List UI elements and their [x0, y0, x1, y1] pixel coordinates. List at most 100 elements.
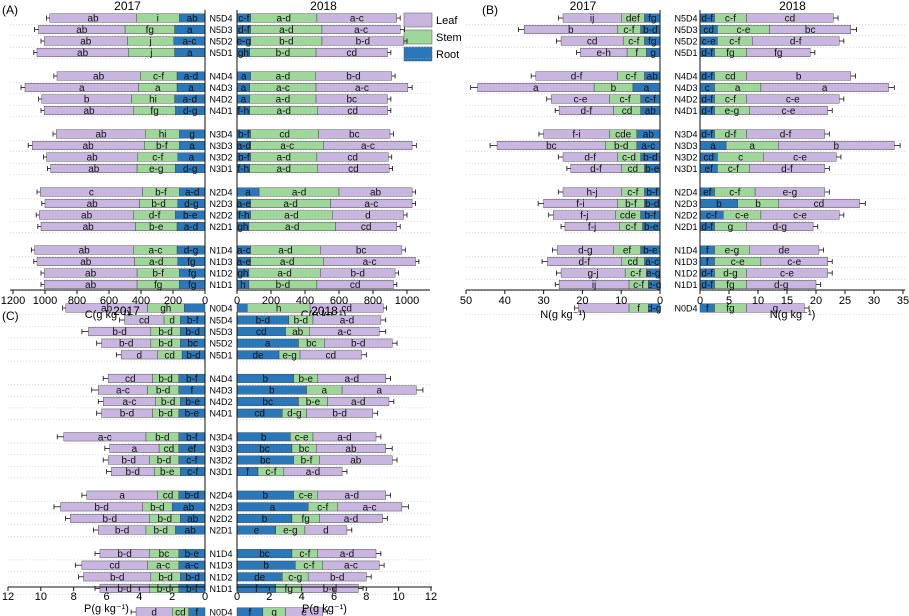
p1-sig-label-right-stem-n5d1: b-d: [276, 48, 290, 59]
p1-treatment-label-n4d1: N4D1: [209, 106, 232, 116]
p1-sig-label-left-root-n2d1: a-d: [184, 222, 198, 233]
p1-treatment-label-n4d2: N4D2: [209, 95, 232, 105]
p3-sig-label-right-root-n2d2: b: [262, 514, 268, 525]
p3-sig-label-right-stem-n5d1: e-g: [282, 350, 296, 361]
p3-sig-label-right-root-n5d4: b-d: [256, 316, 270, 327]
p2-sig-label-left-root-n4d3: a: [644, 83, 650, 94]
p2-sig-label-left-root-n3d3: a-c: [641, 141, 655, 152]
p1-sig-label-right-root-n4d1: f-h: [238, 106, 250, 117]
p3-sig-label-left-stem-n4d4: b-d: [158, 374, 172, 385]
p2-sig-label-left-stem-n0d4: f: [637, 304, 640, 315]
p3-left-tick-label: 10: [35, 591, 47, 603]
p1-sig-label-left-root-n4d2: a-d: [183, 95, 197, 106]
p1-sig-label-right-leaf-n1d2: b-d: [350, 269, 364, 280]
p3-sig-label-left-root-n1d4: b-e: [185, 549, 200, 560]
p3-sig-label-left-leaf-n4d3: a-c: [116, 386, 130, 397]
p2-sig-label-right-stem-n2d4: c-f: [729, 188, 740, 199]
p1-treatment-label-n3d2: N3D2: [209, 153, 232, 163]
p3-sig-label-right-stem-n3d1: c-f: [265, 467, 276, 478]
p3-sig-label-right-stem-n1d4: c-f: [299, 549, 310, 560]
p2-treatment-label-n0d4: N0D4: [674, 304, 697, 314]
p2-sig-label-left-stem-n1d3: cd: [628, 257, 639, 268]
p3-sig-label-right-stem-n5d2: bc: [306, 339, 317, 350]
p3-sig-label-left-root-n5d3: b-d: [185, 327, 199, 338]
p3-sig-label-right-root-n2d3: a: [270, 502, 276, 513]
p3-sig-label-right-stem-n2d2: fg: [302, 514, 310, 525]
panel-label-c: (C): [2, 309, 19, 323]
p2-sig-label-left-root-n5d2: fg: [648, 37, 656, 48]
p1-left-tick-label: 800: [68, 295, 86, 307]
p2-sig-label-left-leaf-n4d2: c-e: [574, 95, 588, 106]
p2-left-title: 2017: [570, 0, 597, 13]
p3-sig-label-right-stem-n4d4: b-e: [298, 374, 313, 385]
p2-sig-label-right-leaf-n0d4: g: [773, 304, 779, 315]
p1-sig-label-left-leaf-n0d4: ab: [101, 304, 113, 315]
p1-sig-label-left-root-n2d2: b-e: [183, 211, 198, 222]
p1-sig-label-right-stem-n4d4: a-d: [276, 72, 290, 83]
p1-sig-label-right-leaf-n3d2: cd: [347, 153, 358, 164]
p2-sig-label-left-root-n1d2: e-g: [646, 269, 660, 280]
p1-sig-label-left-leaf-n1d2: ab: [85, 269, 97, 280]
p2-right-tick-label: 10: [752, 295, 764, 307]
legend-label-root: Root: [436, 49, 459, 61]
p3-sig-label-left-stem-n5d1: cd: [164, 350, 175, 361]
p2-left-tick-label: 40: [499, 295, 511, 307]
p3-sig-label-left-root-n4d2: b-e: [185, 397, 200, 408]
p1-sig-label-right-root-n2d3: a-e: [237, 199, 252, 210]
p2-sig-label-left-stem-n2d4: c-f: [627, 188, 638, 199]
p2-sig-label-left-root-n3d2: b-d: [643, 153, 657, 164]
p3-treatment-label-n1d2: N1D2: [209, 572, 232, 582]
p2-sig-label-left-stem-n4d2: c-f: [620, 95, 631, 106]
p3-sig-label-left-root-n4d4: b-f: [186, 374, 198, 385]
p2-sig-label-left-stem-n2d2: cde: [620, 211, 637, 222]
p3-sig-label-left-stem-n3d2: b-d: [157, 456, 171, 467]
p2-sig-label-right-leaf-n5d2: d-f: [790, 37, 802, 48]
p3-sig-label-left-root-n4d3: f: [190, 386, 193, 397]
p3-sig-label-right-root-n1d4: bc: [259, 549, 270, 560]
p2-treatment-label-n3d4: N3D4: [674, 130, 697, 140]
p1-sig-label-right-leaf-n2d2: d: [365, 211, 371, 222]
p2-sig-label-left-root-n5d3: b-d: [643, 25, 657, 36]
p1-left-xlabel: C(g kg⁻¹): [85, 309, 131, 321]
p1-sig-label-left-stem-n2d2: d-f: [149, 211, 161, 222]
p2-right-tick-label: 5: [726, 295, 732, 307]
p2-sig-label-right-stem-n2d1: g: [728, 222, 734, 233]
p2-treatment-label-n4d1: N4D1: [674, 106, 697, 116]
p2-treatment-label-n1d1: N1D1: [674, 280, 697, 290]
p2-sig-label-left-stem-n3d3: b-d: [614, 141, 628, 152]
p3-treatment-label-n4d2: N4D2: [209, 397, 232, 407]
p1-sig-label-left-leaf-n3d1: ab: [88, 164, 100, 175]
p2-sig-label-right-root-n5d4: d-f: [701, 14, 713, 25]
panel-label-b: (B): [482, 3, 498, 17]
p3-left-title: 2017: [113, 304, 140, 318]
p1-sig-label-right-stem-n2d4: a-d: [292, 188, 306, 199]
p3-treatment-label-n2d3: N2D3: [209, 502, 232, 512]
p1-sig-label-right-stem-n2d1: a-d: [285, 222, 299, 233]
p1-sig-label-left-stem-n4d3: a: [155, 83, 161, 94]
p1-bar-right-leaf-n4d2: [315, 94, 388, 104]
p2-sig-label-right-leaf-n4d2: c-e: [786, 95, 800, 106]
p3-sig-label-right-stem-n1d1: fg: [285, 584, 293, 595]
p1-sig-label-left-leaf-n4d4: ab: [93, 72, 105, 83]
p2-treatment-label-n4d4: N4D4: [674, 72, 697, 82]
p2-right-tick-label: 15: [781, 295, 793, 307]
p1-sig-label-right-stem-n4d3: a-c: [276, 83, 290, 94]
p2-sig-label-right-stem-n4d2: c-f: [725, 95, 736, 106]
p3-treatment-label-n4d4: N4D4: [209, 374, 232, 384]
p2-right-tick-label: 30: [868, 295, 880, 307]
p2-sig-label-right-root-n3d3: a: [710, 141, 716, 152]
p3-sig-label-right-root-n1d2: de: [254, 572, 266, 583]
p3-sig-label-right-root-n4d2: bc: [262, 397, 273, 408]
p3-sig-label-right-leaf-n4d4: a-d: [345, 374, 359, 385]
p3-left-tick-label: 8: [71, 591, 77, 603]
p3-sig-label-left-stem-n3d3: cd: [164, 444, 175, 455]
p2-sig-label-right-stem-n3d2: c: [738, 153, 743, 164]
p2-sig-label-left-leaf-n4d3: a: [533, 83, 539, 94]
p1-sig-label-right-leaf-n4d4: b-d: [346, 72, 360, 83]
p1-sig-label-left-stem-n5d2: j: [148, 37, 151, 48]
p1-sig-label-right-root-n3d3: a-d: [237, 141, 251, 152]
p1-sig-label-left-leaf-n2d2: ab: [81, 211, 93, 222]
p1-sig-label-left-leaf-n3d2: ab: [87, 153, 99, 164]
p3-sig-label-left-root-n4d1: b-e: [185, 409, 200, 420]
p3-sig-label-right-root-n3d2: bc: [260, 456, 271, 467]
